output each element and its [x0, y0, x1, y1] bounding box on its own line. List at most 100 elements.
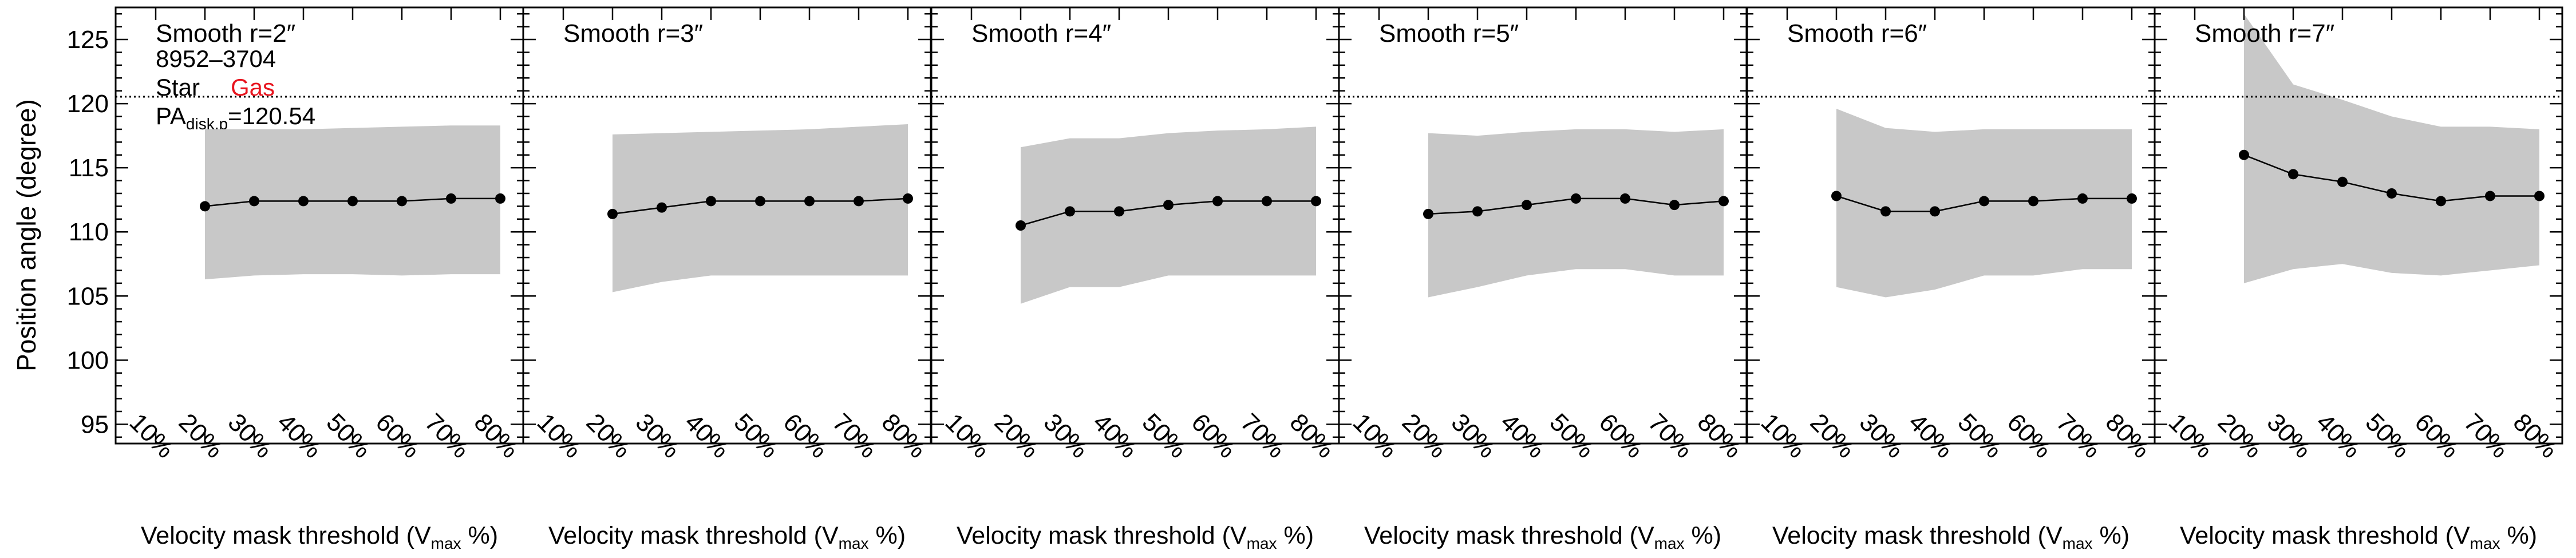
- x-axis-label-5: Velocity mask threshold (Vmax %): [1772, 522, 2129, 552]
- x-tick-label: 20%: [989, 408, 1045, 464]
- x-axis-label-end: %): [2093, 522, 2130, 549]
- x-tick-label: 40%: [679, 408, 735, 464]
- data-point: [1423, 208, 1433, 219]
- panel-title: Smooth r=2″: [156, 19, 295, 48]
- x-axis-label-4: Velocity mask threshold (Vmax %): [1364, 522, 1721, 552]
- x-axis-label-3: Velocity mask threshold (Vmax %): [957, 522, 1314, 552]
- x-tick-label: 30%: [223, 408, 278, 464]
- chart-panel-4: 10%20%30%40%50%60%70%80% Smooth r=5″: [1338, 6, 1748, 464]
- x-axis-label-end: %): [1277, 522, 1314, 549]
- data-point: [1163, 200, 1174, 211]
- x-tick-label: 80%: [1692, 408, 1748, 464]
- panel-title: Smooth r=6″: [1787, 19, 1927, 48]
- x-axis-label-main: Velocity mask threshold (V: [1364, 522, 1654, 549]
- x-tick-label: 50%: [729, 408, 784, 464]
- x-tick-label: 60%: [1186, 408, 1242, 464]
- x-tick-label: 80%: [2508, 408, 2563, 464]
- x-axis-label-end: %): [1685, 522, 1722, 549]
- x-tick-label: 60%: [2409, 408, 2465, 464]
- y-tick-label: 115: [69, 154, 109, 182]
- data-point: [903, 193, 913, 204]
- x-axis-label-end: %): [869, 522, 906, 549]
- x-axis-label-main: Velocity mask threshold (V: [1772, 522, 2063, 549]
- info-annotation: 8952–3704 Star Gas PAdisk,p=120.54: [156, 45, 315, 133]
- x-tick-label: 20%: [581, 408, 637, 464]
- x-tick-label: 10%: [532, 408, 587, 464]
- x-axis-label-2: Velocity mask threshold (Vmax %): [548, 522, 906, 552]
- x-axis-label-subscript: max: [839, 535, 869, 552]
- chart-panel-1: 95 100 105 110 115 120 125 10%20%30%40%50%60%70…: [67, 6, 524, 464]
- data-point: [397, 196, 407, 207]
- data-point: [2387, 188, 2397, 199]
- x-axis-label-main: Velocity mask threshold (V: [141, 522, 431, 549]
- x-axis-label-subscript: max: [1247, 535, 1277, 552]
- data-point: [854, 196, 864, 207]
- x-tick-label: 30%: [2262, 408, 2317, 464]
- data-point: [2077, 193, 2088, 204]
- x-tick-label: 20%: [2212, 408, 2268, 464]
- data-point: [706, 196, 716, 207]
- plot-area: [1339, 96, 1747, 298]
- panel-title: Smooth r=4″: [971, 19, 1111, 48]
- uncertainty-band: [2244, 14, 2539, 283]
- y-tick-label: 120: [67, 90, 109, 118]
- y-axis-label: Position angle (degree): [11, 99, 41, 371]
- y-tick-label: 125: [67, 26, 109, 54]
- x-tick-label: 30%: [1854, 408, 1910, 464]
- data-point: [2337, 176, 2348, 187]
- x-axis-label-text: Velocity mask threshold (Vmax %): [1772, 522, 2129, 552]
- x-tick-label: 80%: [469, 408, 524, 464]
- data-point: [1880, 206, 1891, 217]
- x-tick-label: 20%: [173, 408, 229, 464]
- data-point: [1930, 206, 1940, 217]
- x-tick-label: 50%: [1544, 408, 1600, 464]
- panel-title: Smooth r=5″: [1379, 19, 1519, 48]
- galaxy-id-text: 8952–3704: [156, 45, 276, 72]
- data-point: [495, 193, 505, 204]
- data-point: [1620, 193, 1630, 204]
- chart-panel-3: 10%20%30%40%50%60%70%80% Smooth r=4″: [930, 6, 1340, 464]
- x-axis-label-main: Velocity mask threshold (V: [548, 522, 839, 549]
- plot-area: [2155, 14, 2562, 283]
- uncertainty-band: [613, 124, 908, 292]
- x-tick-label: 60%: [370, 408, 426, 464]
- data-point: [1669, 200, 1680, 211]
- x-tick-label: 30%: [630, 408, 686, 464]
- x-axis-label-subscript: max: [2470, 535, 2500, 552]
- plot-area: [116, 96, 523, 280]
- y-tick-label: 110: [69, 218, 109, 246]
- x-tick-label: 70%: [2459, 408, 2514, 464]
- x-tick-label: 80%: [2100, 408, 2156, 464]
- x-axis-label-text: Velocity mask threshold (Vmax %): [957, 522, 1314, 552]
- x-tick-label: 10%: [2163, 408, 2219, 464]
- x-axis-label-text: Velocity mask threshold (Vmax %): [141, 522, 498, 552]
- data-point: [298, 196, 309, 207]
- x-axis-label-subscript: max: [431, 535, 461, 552]
- uncertainty-band: [1021, 126, 1316, 304]
- data-point: [1831, 191, 1842, 201]
- panel-title: Smooth r=7″: [2195, 19, 2334, 48]
- x-tick-label: 20%: [1805, 408, 1860, 464]
- x-tick-label: 80%: [1285, 408, 1340, 464]
- data-point: [2127, 193, 2137, 204]
- x-axis-label-1: Velocity mask threshold (Vmax %): [141, 522, 498, 552]
- data-point: [1212, 196, 1223, 207]
- uncertainty-band: [1428, 129, 1724, 298]
- x-tick-label: 70%: [827, 408, 883, 464]
- x-tick-label: 60%: [2002, 408, 2057, 464]
- plot-area: [1747, 96, 2155, 298]
- x-tick-label: 60%: [778, 408, 833, 464]
- data-point: [200, 201, 210, 212]
- x-axis-label-6: Velocity mask threshold (Vmax %): [2180, 522, 2537, 552]
- x-tick-label: 10%: [940, 408, 995, 464]
- pa-main-text: PA: [156, 102, 186, 129]
- x-axis-label-end: %): [2500, 522, 2538, 549]
- x-tick-label: 30%: [1446, 408, 1502, 464]
- x-tick-label: 70%: [1643, 408, 1698, 464]
- plot-area: [523, 96, 931, 292]
- y-tick-label: 95: [81, 410, 109, 438]
- data-point: [1114, 206, 1124, 217]
- x-tick-label: 50%: [1953, 408, 2008, 464]
- data-point: [1065, 206, 1075, 217]
